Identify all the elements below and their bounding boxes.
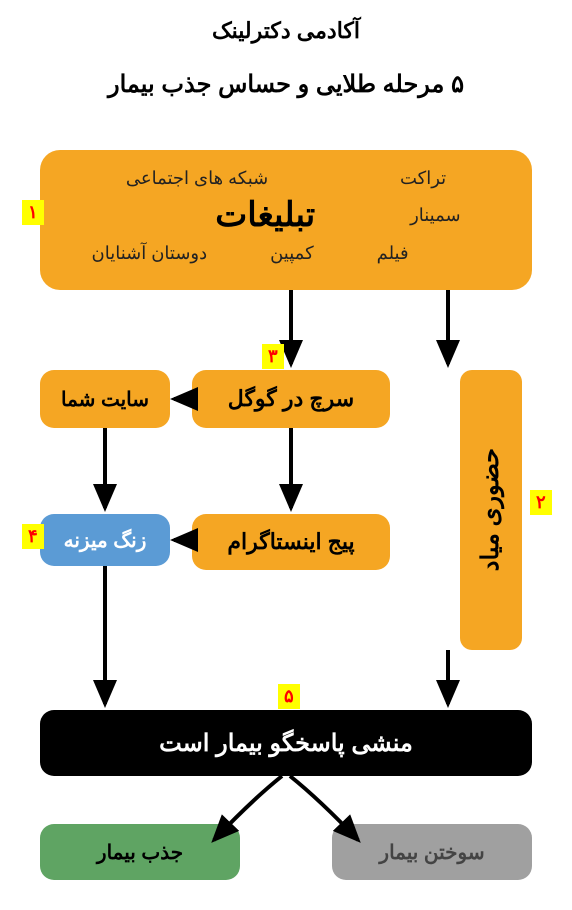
adv-seminar: سمینار [402,201,469,230]
badge-4: ۴ [22,524,44,549]
badge-3: ۳ [262,344,284,369]
node-site: سایت شما [40,370,170,428]
node-receptionist: منشی پاسخگو بیمار است [40,710,532,776]
adv-friends: دوستان آشنایان [84,239,216,268]
badge-1: ۱ [22,200,44,225]
page-subtitle: ۵ مرحله طلایی و حساس جذب بیمار [0,70,572,99]
node-visit-label: حضوری میاد [477,448,505,571]
adv-tract: تراکت [392,164,454,193]
badge-5: ۵ [278,684,300,709]
node-google: سرچ در گوگل [192,370,390,428]
node-visit: حضوری میاد [460,370,522,650]
node-instagram: پیج اینستاگرام [192,514,390,570]
adv-social: شبکه های اجتماعی [118,164,276,193]
badge-2: ۲ [530,490,552,515]
node-burn: سوختن بیمار [332,824,532,880]
academy-title: آکادمی دکترلینک [0,0,572,44]
adv-film: فیلم [369,239,417,268]
adv-main-label: تبلیغات [215,195,315,235]
adv-campaign: کمپین [262,239,322,268]
node-advertising: تراکت شبکه های اجتماعی سمینار تبلیغات x … [40,150,532,290]
node-call: زنگ میزنه [40,514,170,566]
node-attract: جذب بیمار [40,824,240,880]
